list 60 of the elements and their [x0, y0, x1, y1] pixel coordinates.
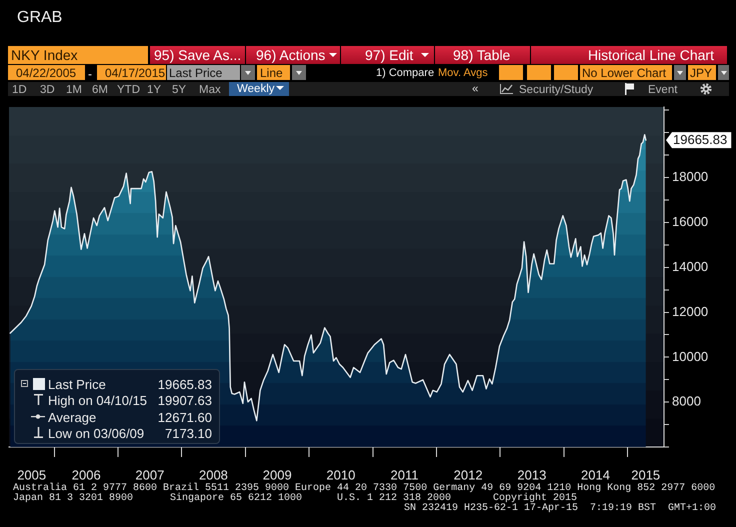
annotation: 7173.10 [165, 426, 212, 441]
annotation: High on 04/10/15 [48, 393, 148, 408]
x-tick-label: 2014 [581, 467, 610, 482]
dropdown-field: Last Price [167, 65, 240, 80]
dropdown-button: Weekly [229, 82, 289, 96]
text: 3D [40, 84, 55, 96]
dropdown-field: Line [257, 65, 290, 80]
text: 1Y [147, 84, 162, 96]
menu-button: 98) Table [435, 46, 530, 64]
text: 6M [92, 84, 108, 96]
text: Singapore 65 6212 1000 [170, 493, 302, 504]
chart-title: GRAB [17, 9, 62, 26]
x-tick-label: 2006 [72, 467, 101, 482]
annotation: 19665.83 [673, 132, 728, 148]
annotation: Average [48, 410, 96, 425]
header-panel: Historical Line Chart [531, 46, 727, 64]
annotation: 19907.63 [158, 393, 212, 408]
annotation: 19665.83 [158, 377, 212, 392]
annotation: Low on 03/06/09 [48, 426, 144, 441]
dropdown-field: No Lower Chart [580, 65, 672, 80]
input-field: NKY Index [8, 46, 148, 64]
x-tick-label: 2013 [517, 467, 546, 482]
text: - [88, 67, 92, 81]
x-tick-label: 2009 [262, 467, 292, 482]
text: 1) Compare [376, 67, 434, 79]
x-tick-label: 2010 [326, 467, 356, 482]
text: YTD [117, 84, 140, 96]
y-tick-label: 14000 [672, 258, 708, 274]
x-tick-label: 2015 [631, 467, 660, 482]
y-tick-label: 10000 [672, 348, 708, 364]
x-tick-label: 2007 [135, 467, 164, 482]
menu-button: 96) Actions [246, 46, 340, 64]
x-tick-label: 2011 [390, 467, 418, 482]
text: 1D [12, 84, 27, 96]
y-tick-label: 12000 [672, 304, 708, 319]
input-field: 04/17/2015 [97, 65, 166, 80]
y-tick-label: 8000 [672, 394, 701, 409]
legend-label: Last Price [48, 377, 106, 392]
text: « [472, 83, 478, 95]
text: SN 232419 H235-62-1 17-Apr-15 7:19:19 BST GMT+1:00 [404, 503, 716, 514]
y-tick-label: 18000 [672, 169, 708, 184]
text: Mov. Avgs [438, 67, 488, 79]
text: Max [199, 84, 221, 96]
text: Australia 61 2 9777 8600 Brazil 5511 2395 9000 Europe 44 20 7330 7500 Germany 49 69 9204 1210 Hong Kong 852 2977 6000 [13, 483, 716, 494]
text: Copyright 2015 [493, 493, 578, 504]
x-tick-label: 2008 [198, 467, 228, 482]
text: Event [648, 84, 678, 96]
text: U.S. 1 212 318 2000 [337, 493, 452, 504]
text: Japan 81 3 3201 8900 [13, 493, 134, 504]
x-tick-label: 2005 [17, 467, 46, 482]
text: 1M [66, 84, 82, 96]
menu-button: 97) Edit [341, 46, 434, 64]
annotation: 12671.60 [158, 410, 212, 425]
dropdown-field: JPY [688, 65, 716, 80]
text: 5Y [172, 84, 186, 96]
text: Security/Study [519, 84, 594, 96]
x-tick-label: 2012 [454, 467, 483, 482]
menu-button: 95) Save As... [150, 46, 245, 64]
input-field: 04/22/2005 [8, 65, 85, 80]
y-tick-label: 16000 [672, 214, 708, 230]
